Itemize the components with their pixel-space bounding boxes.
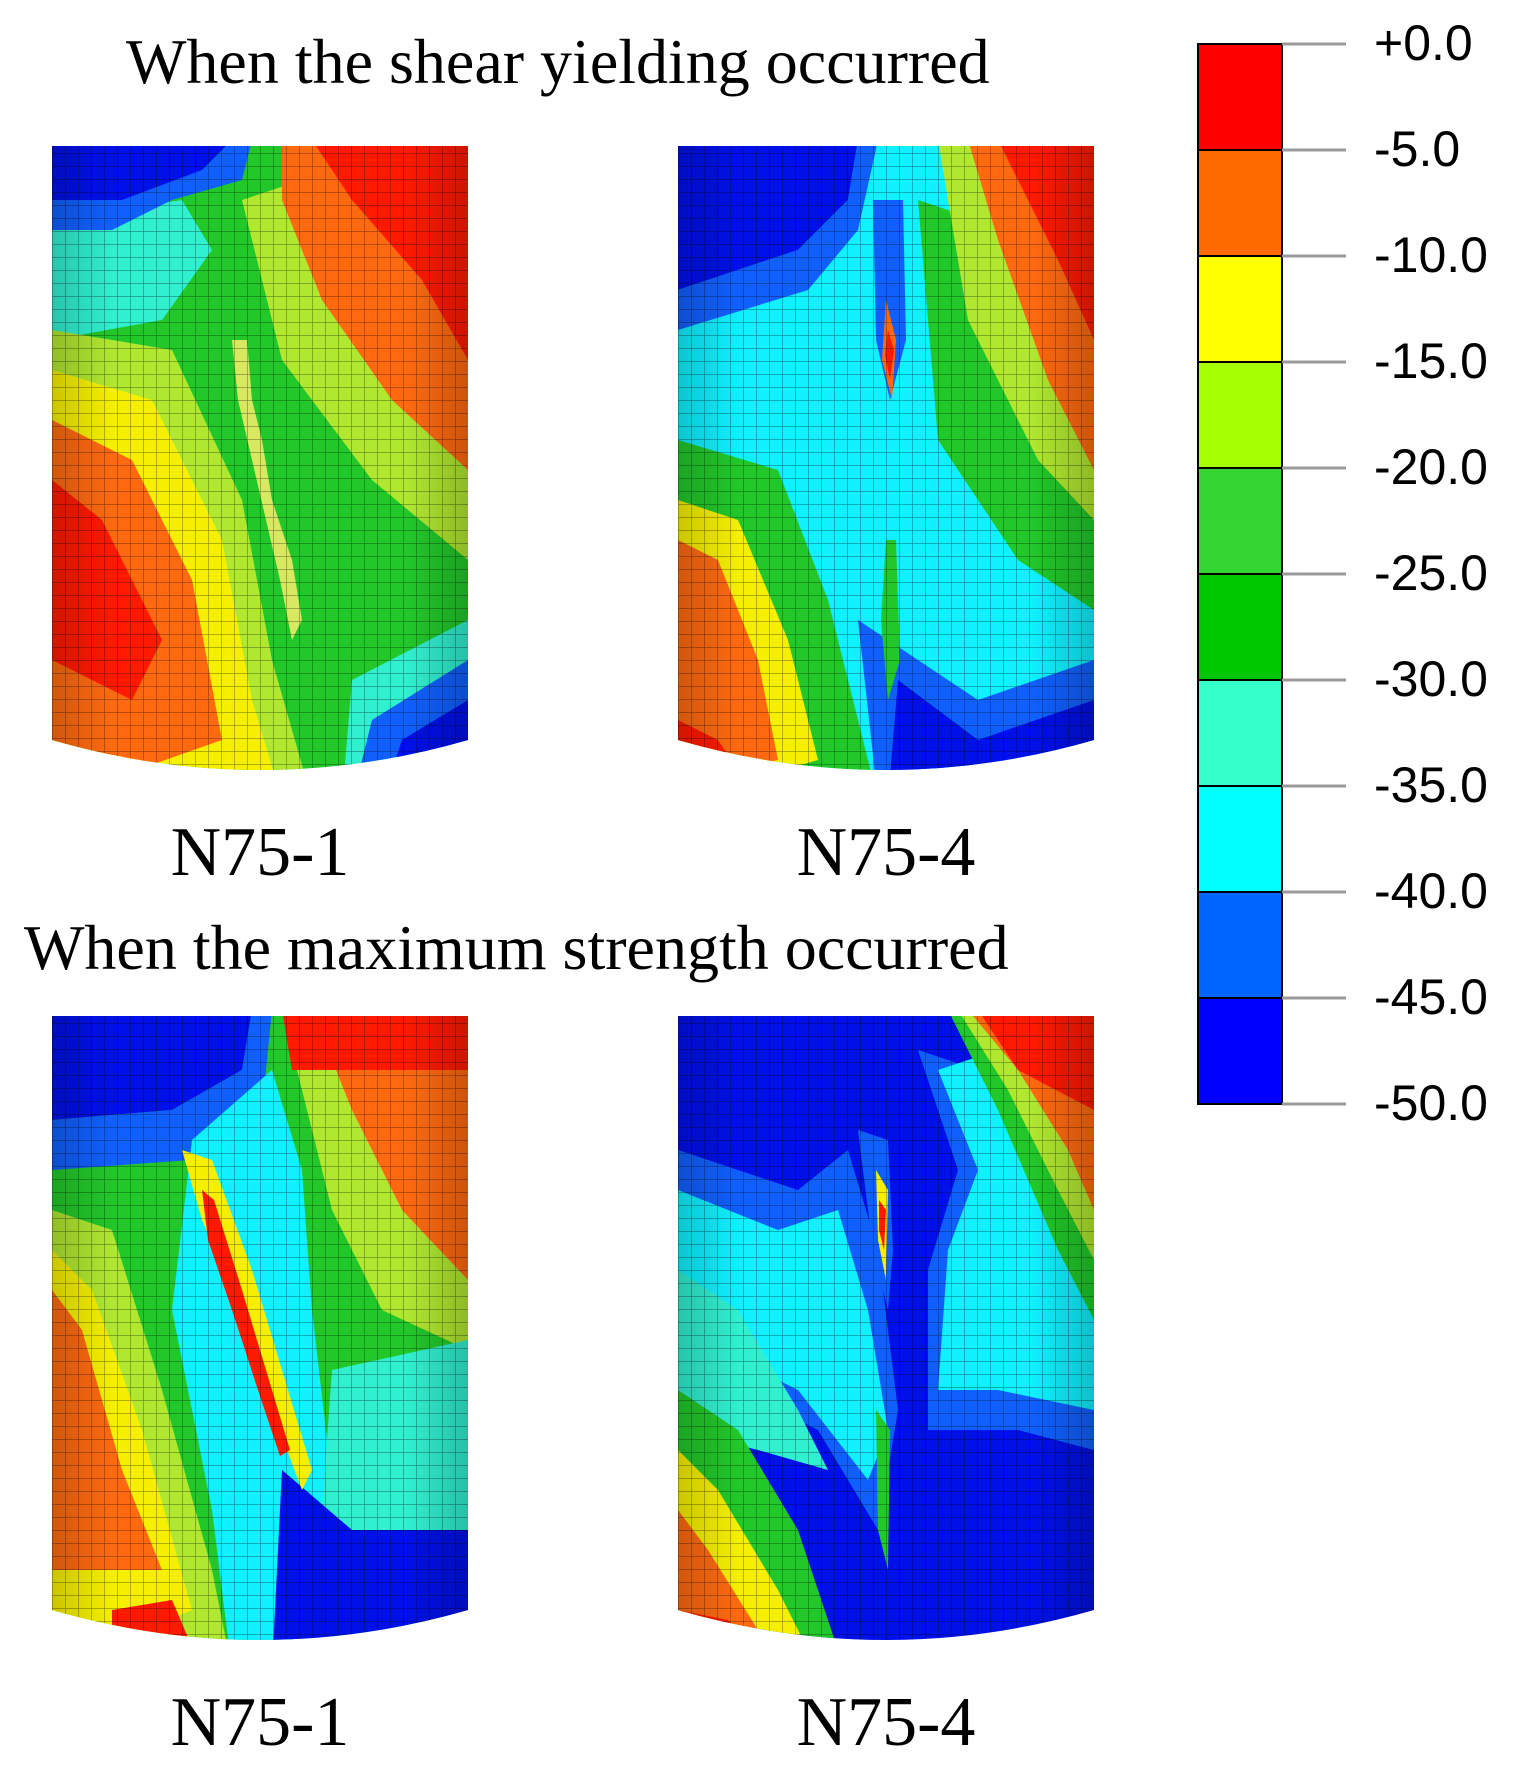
legend-tick-label: -45.0: [1374, 969, 1488, 1025]
cylinder-contour-bottom-left: [52, 1016, 468, 1640]
legend-swatch: [1197, 255, 1283, 363]
legend-swatch: [1197, 785, 1283, 893]
stage-title-shear-yielding: When the shear yielding occurred: [126, 26, 990, 97]
cylinder-contour-top-left: [52, 146, 468, 770]
legend-tick-label: -10.0: [1374, 227, 1488, 283]
legend-tick-label: -35.0: [1374, 757, 1488, 813]
legend-swatch: [1197, 149, 1283, 257]
legend-tick-label: -15.0: [1374, 333, 1488, 389]
legend-tick-label: -40.0: [1374, 863, 1488, 919]
legend-swatch: [1197, 573, 1283, 681]
color-legend-bar: [1197, 42, 1346, 1106]
legend-swatch: [1197, 467, 1283, 575]
specimen-label-bottom-right: N75-4: [796, 1684, 976, 1761]
legend-tick-label: -25.0: [1374, 545, 1488, 601]
legend-swatch: [1197, 891, 1283, 999]
cylinder-contour-bottom-right: [678, 1016, 1094, 1640]
legend-tick-label: -50.0: [1374, 1075, 1488, 1131]
legend-tick-label: +0.0: [1374, 15, 1473, 71]
stage-title-maximum-strength: When the maximum strength occurred: [24, 912, 1009, 983]
cylinder-contour-top-right: [678, 146, 1094, 770]
specimen-label-top-left: N75-1: [170, 814, 350, 891]
legend-tick-label: -5.0: [1374, 121, 1461, 177]
legend-swatch: [1197, 679, 1283, 787]
legend-tick-label: -20.0: [1374, 439, 1488, 495]
legend-tick-label: -30.0: [1374, 651, 1488, 707]
legend-swatch: [1197, 997, 1283, 1105]
specimen-label-bottom-left: N75-1: [170, 1684, 350, 1761]
legend-swatch: [1197, 361, 1283, 469]
legend-swatch: [1197, 43, 1283, 151]
specimen-label-top-right: N75-4: [796, 814, 976, 891]
